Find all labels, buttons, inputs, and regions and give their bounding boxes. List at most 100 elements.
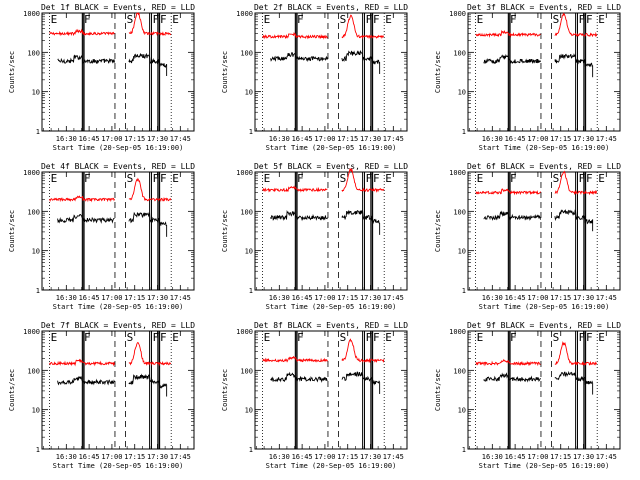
series-line-lld: [475, 29, 541, 38]
attenuator-marker-label: E: [477, 331, 484, 344]
series-line-events: [483, 210, 541, 221]
panel-3: Det 3f BLACK = Events, RED = LLD 1 10 100 10…: [434, 3, 621, 152]
series-line-lld: [262, 355, 328, 363]
attenuator-marker-label: F: [373, 172, 380, 185]
attenuator-marker-label: S: [127, 331, 134, 344]
x-tick-label: 16:45: [79, 294, 100, 302]
series-line-events: [57, 54, 115, 65]
plot-frame: [41, 330, 195, 450]
series-line-events: [270, 371, 328, 383]
series-line-events: [483, 372, 541, 383]
attenuator-marker-label: F: [510, 172, 517, 185]
x-tick-label: 17:30: [360, 453, 381, 461]
x-axis-label: Start Time (20-Sep-05 16:19:00): [53, 303, 184, 311]
x-tick-label: 16:45: [292, 135, 313, 143]
attenuator-marker-label: F: [373, 13, 380, 26]
x-tick-label: 17:30: [147, 453, 168, 461]
x-tick-label: 16:45: [292, 453, 313, 461]
panel-title: Det 9f BLACK = Events, RED = LLD: [467, 321, 621, 330]
series-line-lld: [554, 170, 598, 196]
x-tick-label: 17:45: [170, 135, 191, 143]
x-tick-label: 16:45: [79, 453, 100, 461]
attenuator-marker-label: S: [127, 13, 134, 26]
attenuator-marker-label: E: [477, 172, 484, 185]
x-tick-label: 17:30: [573, 294, 594, 302]
panel-title: Det 1f BLACK = Events, RED = LLD: [41, 3, 195, 12]
series-line-lld: [128, 12, 171, 37]
x-tick-label: 16:45: [505, 453, 526, 461]
attenuator-marker-label: F: [84, 331, 91, 344]
attenuator-marker-label: F: [84, 172, 91, 185]
x-tick-label: 16:30: [56, 135, 77, 143]
x-tick-label: 17:00: [314, 294, 335, 302]
panel-5: Det 5f BLACK = Events, RED = LLD 1 10 100 10…: [221, 162, 408, 311]
x-tick-label: 17:15: [337, 294, 358, 302]
y-tick-label: 1000: [236, 169, 253, 177]
attenuator-marker-label: F: [84, 13, 91, 26]
series-line-lld: [49, 195, 115, 203]
y-tick-label: 100: [453, 49, 466, 57]
panel-title: Det 7f BLACK = Events, RED = LLD: [41, 321, 195, 330]
plot-frame: [41, 171, 195, 291]
y-tick-label: 1: [462, 128, 466, 136]
series-line-lld: [128, 341, 172, 367]
attenuator-marker-label: F: [578, 172, 585, 185]
x-tick-label: 17:30: [147, 135, 168, 143]
series-line-lld: [262, 185, 328, 193]
panel-9: Det 9f BLACK = Events, RED = LLD 1 10 100 10…: [434, 321, 621, 470]
x-tick-label: 17:00: [101, 135, 122, 143]
series-line-events: [128, 211, 167, 227]
attenuator-marker-label: S: [553, 13, 560, 26]
panel-8: Det 8f BLACK = Events, RED = LLD 1 10 100 10…: [221, 321, 408, 470]
plot-frame: [41, 12, 195, 132]
series-line-lld: [49, 28, 115, 37]
x-tick-label: 17:15: [124, 453, 145, 461]
y-tick-label: 10: [458, 248, 466, 256]
x-axis-label: Start Time (20-Sep-05 16:19:00): [479, 462, 610, 470]
series-line-events: [57, 213, 115, 224]
y-tick-label: 1: [249, 446, 253, 454]
attenuator-marker-label: S: [127, 172, 134, 185]
attenuator-marker-label: F: [586, 172, 593, 185]
x-tick-label: 17:45: [596, 294, 617, 302]
y-axis-label: Counts/sec: [8, 369, 16, 411]
y-axis-label: Counts/sec: [221, 369, 229, 411]
series-line-events: [57, 376, 115, 386]
attenuator-marker-label: F: [365, 13, 372, 26]
x-axis-label: Start Time (20-Sep-05 16:19:00): [53, 462, 184, 470]
y-axis-label: Counts/sec: [221, 51, 229, 93]
attenuator-marker-label: F: [365, 172, 372, 185]
x-tick-label: 17:30: [147, 294, 168, 302]
x-tick-label: 17:45: [596, 135, 617, 143]
y-tick-label: 100: [453, 208, 466, 216]
y-tick-label: 10: [458, 89, 466, 97]
y-tick-label: 100: [240, 367, 253, 375]
attenuator-marker-label: F: [578, 13, 585, 26]
x-tick-label: 16:30: [269, 135, 290, 143]
x-tick-label: 17:15: [124, 294, 145, 302]
y-tick-label: 100: [27, 367, 40, 375]
plot-frame: [467, 12, 621, 132]
series-line-events: [128, 52, 168, 69]
attenuator-marker-label: E: [477, 13, 484, 26]
panel-title: Det 6f BLACK = Events, RED = LLD: [467, 162, 621, 171]
attenuator-marker-label: E: [51, 172, 58, 185]
x-tick-label: 17:00: [314, 135, 335, 143]
series-line-lld: [341, 14, 385, 40]
x-tick-label: 17:15: [550, 453, 571, 461]
x-tick-label: 17:00: [527, 453, 548, 461]
x-axis-label: Start Time (20-Sep-05 16:19:00): [266, 144, 397, 152]
x-tick-label: 17:45: [383, 453, 404, 461]
series-line-lld: [475, 358, 541, 367]
attenuator-marker-label: F: [586, 13, 593, 26]
attenuator-marker-label: F: [578, 331, 585, 344]
attenuator-marker-label: S: [553, 172, 560, 185]
series-line-events: [341, 209, 380, 225]
series-line-lld: [49, 358, 115, 367]
y-tick-label: 10: [458, 407, 466, 415]
x-tick-label: 17:30: [360, 135, 381, 143]
series-line-lld: [475, 188, 541, 196]
attenuator-marker-label: F: [152, 172, 159, 185]
series-line-events: [554, 53, 593, 68]
panel-title: Det 4f BLACK = Events, RED = LLD: [41, 162, 195, 171]
